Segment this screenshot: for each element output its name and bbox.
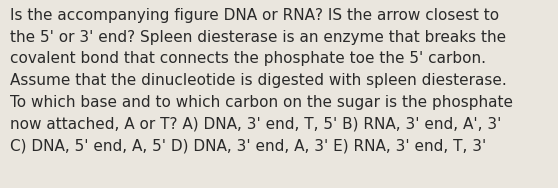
Text: To which base and to which carbon on the sugar is the phosphate: To which base and to which carbon on the… [10, 95, 513, 110]
Text: Is the accompanying figure DNA or RNA? IS the arrow closest to: Is the accompanying figure DNA or RNA? I… [10, 8, 499, 23]
Text: Assume that the dinucleotide is digested with spleen diesterase.: Assume that the dinucleotide is digested… [10, 73, 507, 88]
Text: covalent bond that connects the phosphate toe the 5' carbon.: covalent bond that connects the phosphat… [10, 51, 486, 66]
Text: now attached, A or T? A) DNA, 3' end, T, 5' B) RNA, 3' end, A', 3': now attached, A or T? A) DNA, 3' end, T,… [10, 117, 502, 131]
Text: the 5' or 3' end? Spleen diesterase is an enzyme that breaks the: the 5' or 3' end? Spleen diesterase is a… [10, 30, 506, 45]
Text: C) DNA, 5' end, A, 5' D) DNA, 3' end, A, 3' E) RNA, 3' end, T, 3': C) DNA, 5' end, A, 5' D) DNA, 3' end, A,… [10, 138, 486, 153]
